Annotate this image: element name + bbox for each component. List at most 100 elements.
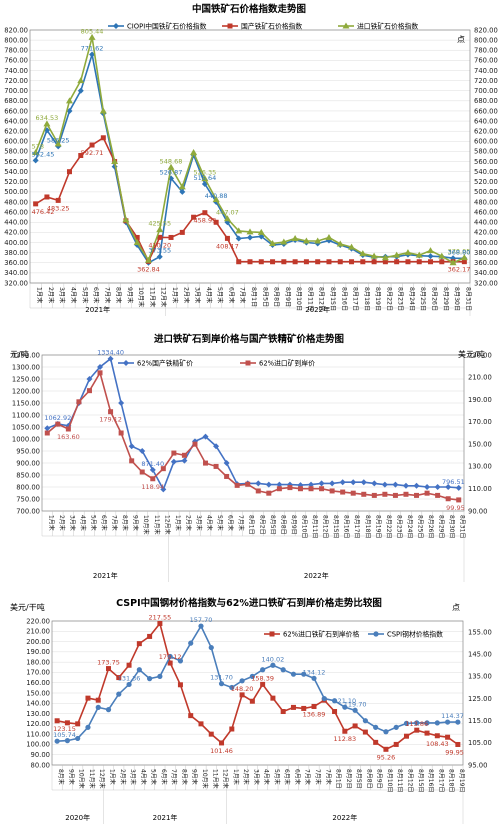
y-tick-label-right: 740.00: [474, 67, 498, 75]
y-tick-label-right: 600.00: [474, 138, 498, 146]
y-tick-label-right: 190.00: [468, 396, 492, 404]
data-point: [149, 466, 156, 473]
x-tick-label: 4月末: [79, 515, 87, 531]
data-point: [428, 259, 434, 265]
y-tick-label-left: 1350.00: [12, 351, 40, 359]
data-point: [332, 709, 338, 715]
data-label: 114.37: [441, 712, 464, 720]
year-label: 2022年: [332, 813, 357, 822]
data-point: [65, 97, 73, 104]
data-point: [258, 259, 264, 265]
data-point: [342, 728, 348, 734]
x-tick-label: 8月18日: [364, 515, 371, 538]
y-unit-left: 元/吨: [10, 349, 29, 359]
x-tick-label: 6月末: [227, 515, 235, 531]
data-point: [424, 720, 430, 726]
y-tick-label-left: 1150.00: [12, 399, 40, 407]
y-tick-label-right: 500.00: [474, 188, 498, 196]
y-tick-label-right: 400.00: [474, 239, 498, 247]
data-point: [297, 486, 303, 492]
data-label: 148.20: [231, 685, 254, 693]
data-point: [360, 479, 367, 486]
data-point: [403, 733, 409, 739]
data-point: [147, 633, 153, 639]
x-tick-label: 8月22日: [385, 287, 392, 311]
y-tick-label-right: 210.00: [468, 374, 492, 382]
x-tick-label: 5月末: [81, 287, 89, 303]
y-tick-label-right: 780.00: [474, 47, 498, 55]
x-tick-label: 3月末: [58, 287, 66, 303]
data-point: [66, 169, 72, 175]
y-tick-label-left: 80.00: [31, 761, 50, 769]
data-point: [373, 739, 379, 745]
x-tick-label: 8月30日: [448, 515, 455, 538]
data-point: [319, 486, 325, 492]
data-point: [55, 197, 61, 203]
data-point: [85, 724, 91, 730]
x-tick-label: 4月末: [205, 287, 213, 303]
x-tick-label: 8月5日: [261, 287, 268, 307]
data-label: 562.45: [32, 150, 55, 158]
series-2: [54, 623, 461, 744]
data-point: [144, 256, 152, 263]
data-point: [257, 228, 265, 235]
data-point: [280, 667, 286, 673]
x-tick-label: 8月12日: [406, 769, 413, 792]
data-point: [54, 718, 60, 724]
data-point: [105, 707, 112, 713]
data-point: [208, 644, 214, 651]
data-label: 368.80: [448, 248, 471, 256]
data-label: 871.40: [141, 460, 164, 468]
data-point: [308, 481, 315, 488]
data-point: [75, 721, 81, 727]
series-line: [57, 624, 458, 742]
data-label: 362.84: [137, 265, 160, 273]
data-point: [32, 148, 40, 155]
data-point: [415, 251, 423, 258]
data-point: [202, 433, 209, 440]
y-tick-label-left: 1050.00: [12, 423, 40, 431]
data-point: [88, 33, 96, 40]
x-tick-label: 7月末: [239, 287, 247, 303]
y-tick-label-right: 340.00: [474, 269, 498, 277]
year-label: 2021年: [85, 305, 110, 314]
data-point: [360, 259, 366, 265]
data-point: [414, 727, 420, 733]
x-tick-label: 7月末: [314, 769, 322, 785]
data-point: [178, 183, 186, 190]
data-point: [371, 480, 378, 487]
x-tick-label: 1月末: [174, 515, 182, 531]
data-point: [116, 675, 122, 681]
data-point: [190, 148, 198, 155]
y-tick-label-right: 135.00: [468, 673, 492, 681]
y-tick-label-left: 800.00: [4, 36, 28, 44]
data-point: [342, 704, 348, 710]
y-tick-label-right: 540.00: [474, 168, 498, 176]
y-tick-label-left: 100.00: [26, 741, 50, 749]
data-point: [33, 201, 39, 207]
data-point: [136, 641, 142, 647]
data-point: [107, 355, 114, 362]
data-point: [382, 491, 388, 497]
x-tick-label: 12月末: [98, 769, 106, 789]
data-point: [171, 450, 177, 456]
x-tick-label: 3月末: [129, 769, 137, 785]
x-tick-label: 8月8日: [279, 515, 286, 535]
data-label: 136.89: [303, 710, 326, 718]
data-label: 526.35: [193, 169, 216, 177]
data-point: [136, 667, 142, 673]
data-point: [139, 448, 146, 454]
data-point: [255, 488, 261, 494]
y-tick-label-left: 1100.00: [12, 411, 40, 419]
data-point: [89, 142, 95, 148]
data-label: 131.36: [118, 674, 141, 682]
x-tick-label: 8月末: [57, 769, 65, 785]
legend-label: CIOPI中国铁矿石价格指数: [127, 22, 207, 31]
x-tick-label: 8月末: [115, 287, 123, 303]
x-tick-label: 3月末: [252, 769, 260, 785]
data-point: [424, 730, 430, 736]
x-tick-label: 8月23日: [397, 287, 404, 311]
y-tick-label-right: 230.00: [468, 351, 492, 359]
data-point: [303, 259, 309, 265]
data-point: [223, 460, 230, 466]
